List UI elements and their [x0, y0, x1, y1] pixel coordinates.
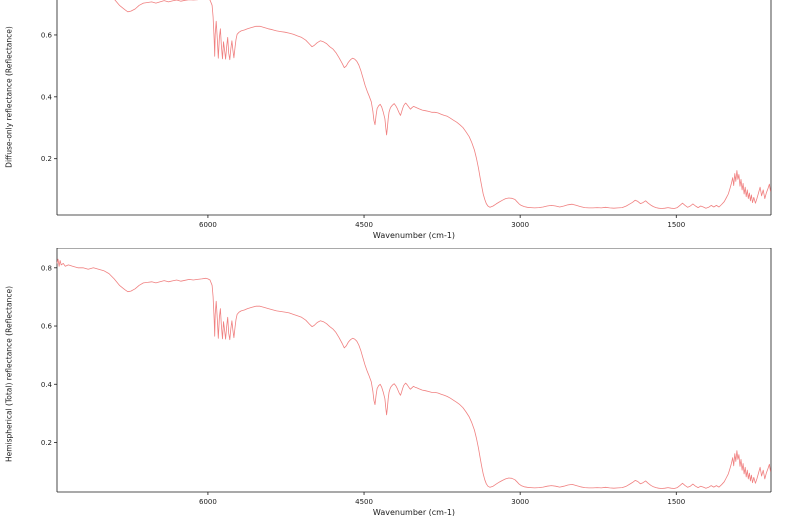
y-tick-label: 0.2	[41, 439, 52, 447]
y-tick-label: 0.4	[41, 381, 53, 389]
x-tick-label: 4500	[355, 221, 373, 229]
x-tick-label: 4500	[355, 498, 373, 506]
y-tick-label: 0.6	[41, 31, 53, 39]
x-tick-label: 3000	[511, 498, 529, 506]
y-tick-label: 0.4	[41, 93, 53, 101]
diffuse-reflectance-chart: 0.2 0.4 0.6 6000 4500 3000 1500	[41, 0, 772, 229]
x-tick-label: 6000	[199, 221, 217, 229]
y-tick-label: 0.2	[41, 155, 52, 163]
total-reflectance-chart: 0.2 0.4 0.6 0.8 6000 4500 3000 1500	[41, 248, 772, 506]
top-x-axis-label: Wavenumber (cm-1)	[372, 231, 456, 240]
spectrum-line	[56, 258, 771, 489]
x-tick-label: 1500	[667, 498, 685, 506]
y-tick-label: 0.8	[41, 264, 52, 272]
bottom-x-axis-label: Wavenumber (cm-1)	[372, 508, 456, 516]
x-tick-label: 6000	[199, 498, 217, 506]
x-tick-label: 1500	[667, 221, 685, 229]
y-tick-label: 0.6	[41, 323, 53, 331]
spectrum-line	[114, 0, 771, 209]
x-tick-label: 3000	[511, 221, 529, 229]
